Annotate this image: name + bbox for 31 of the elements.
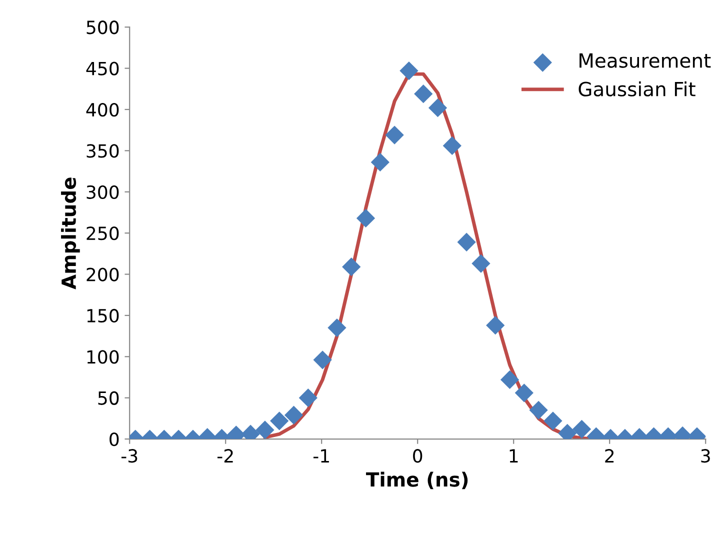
x-axis-title: Time (ns) xyxy=(366,472,468,490)
legend-label: Gaussian Fit xyxy=(578,81,696,96)
y-tick-label: 0 xyxy=(110,432,119,446)
y-tick-label: 100 xyxy=(87,350,119,364)
x-tick-label: 2 xyxy=(605,449,614,462)
y-tick-label: 50 xyxy=(98,391,119,405)
point xyxy=(414,84,433,104)
y-tick-label: 150 xyxy=(87,308,119,323)
y-tick-label: 450 xyxy=(86,62,119,76)
y-tick-label: 500 xyxy=(86,20,119,34)
x-tick-label: 1 xyxy=(510,449,518,462)
legend-label: Measurement xyxy=(580,53,711,68)
x-tick-label: -1 xyxy=(313,449,329,462)
point xyxy=(442,136,462,156)
point xyxy=(370,152,390,172)
y-tick-label: 300 xyxy=(86,185,119,199)
x-tick-label: 3 xyxy=(701,449,710,463)
y-tick-label: 250 xyxy=(86,226,119,240)
point xyxy=(428,98,448,118)
y-tick-label: 400 xyxy=(86,102,119,117)
point xyxy=(472,254,490,273)
y-axis-title: Amplitude xyxy=(61,178,80,290)
y-tick-label: 200 xyxy=(86,268,119,282)
x-tick-label: 0 xyxy=(413,449,422,463)
x-tick-label: -3 xyxy=(121,449,138,463)
x-tick-label: -2 xyxy=(217,449,233,462)
point xyxy=(356,208,376,228)
point xyxy=(400,61,418,80)
point xyxy=(385,126,404,144)
point xyxy=(457,232,476,252)
y-tick-label: 350 xyxy=(86,144,119,158)
